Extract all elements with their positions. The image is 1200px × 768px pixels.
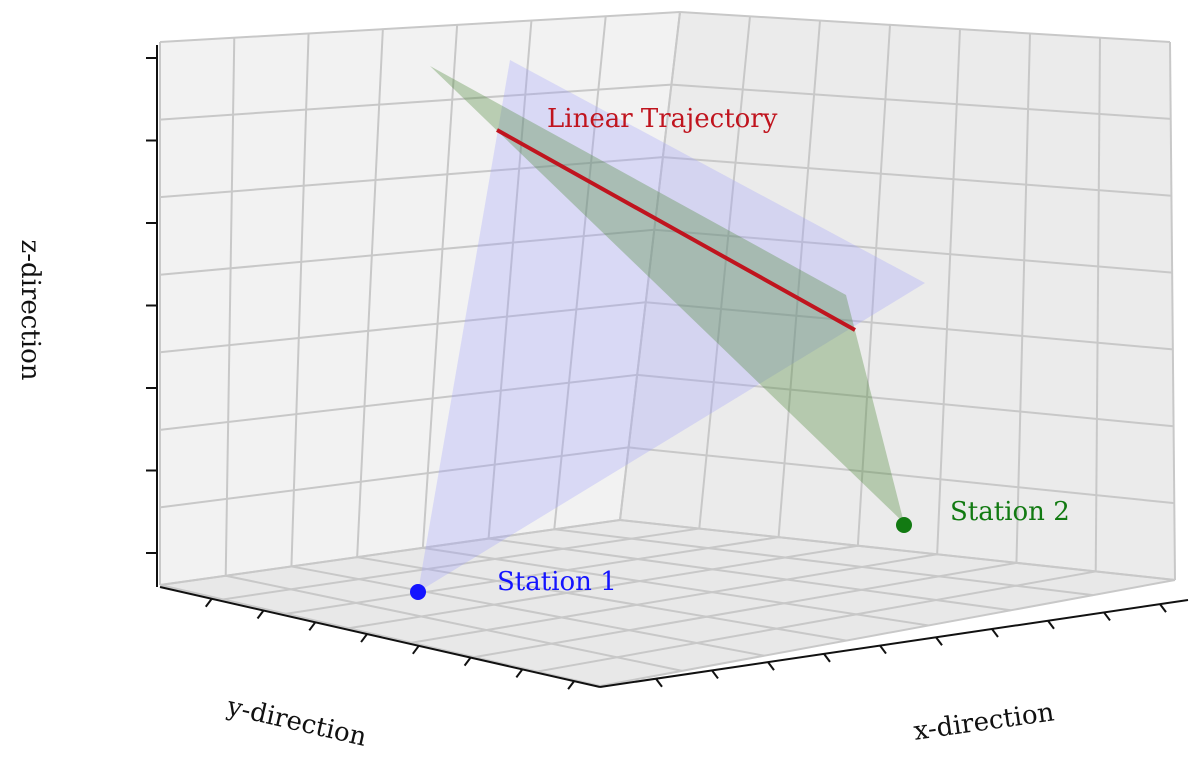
plane-station-2 [430, 66, 904, 523]
x-axis-label: x-direction [912, 697, 1057, 746]
grid-line [619, 519, 1176, 581]
grid-line [488, 537, 1011, 612]
grid-line [159, 228, 655, 276]
y-tick [515, 668, 524, 678]
grid-lines [159, 11, 1176, 687]
grid-line [599, 579, 1176, 687]
grid-line [856, 24, 891, 546]
grid-line [553, 16, 607, 530]
grid-line [291, 565, 765, 657]
grid-line [356, 29, 384, 558]
x-tick [711, 669, 719, 680]
y-axis-label: y-direction [223, 691, 369, 752]
y-tick [360, 633, 368, 643]
z-axis-label: z-direction [15, 240, 45, 381]
grid-line [637, 373, 1174, 428]
grid-line [536, 570, 1096, 673]
plane-station-1 [418, 60, 925, 592]
y-tick [256, 609, 265, 620]
grid-line [628, 446, 1175, 505]
grid-line [411, 553, 938, 644]
grid-line [662, 156, 1172, 197]
grid-line [159, 519, 621, 586]
grid-line [356, 556, 847, 642]
linear-trajectory-line [496, 128, 856, 332]
back-right-pane [620, 12, 1175, 580]
grid-line [777, 20, 821, 538]
grid-line [159, 373, 638, 431]
x-tick [879, 644, 887, 655]
grid-line [159, 301, 646, 354]
grid-line [619, 11, 681, 521]
grid-line [1094, 37, 1101, 572]
station-1-marker [410, 584, 426, 600]
floor-pane [160, 520, 1175, 686]
station-2-marker [896, 517, 912, 533]
back-left-pane [160, 12, 680, 585]
grid-line [698, 16, 751, 529]
x-tick [767, 661, 775, 671]
y-axis-line [159, 586, 601, 688]
grid-line [474, 561, 1017, 659]
grid-line [159, 83, 672, 121]
x-tick [935, 636, 943, 646]
y-tick [463, 656, 472, 667]
grid-line [679, 11, 1171, 43]
grid-line [554, 528, 1093, 597]
grid-line [159, 11, 681, 43]
grid-line [487, 20, 533, 539]
trajectory-label: Linear Trajectory [547, 104, 778, 134]
x-tick [655, 678, 663, 688]
x-tick [1103, 611, 1111, 622]
y-tick [567, 680, 575, 690]
grid-line [159, 446, 629, 509]
grid-line [159, 584, 601, 687]
grid-line [225, 574, 683, 672]
grid-line [159, 156, 663, 199]
grid-line [224, 37, 236, 576]
x-tick [1047, 620, 1055, 630]
x-axis-line [599, 599, 1189, 688]
station-2-label: Station 2 [950, 497, 1070, 527]
grid-line [290, 33, 310, 567]
grid-line [936, 29, 961, 555]
grid-line [422, 546, 929, 627]
grid-line [421, 24, 459, 548]
x-tick [823, 653, 831, 663]
grid-line [1015, 33, 1031, 563]
grid-line [222, 527, 700, 601]
grid-line [348, 544, 859, 630]
y-tick [412, 645, 420, 655]
grid-line [285, 536, 779, 615]
axis-lines [156, 45, 1189, 688]
grid-line [645, 301, 1173, 351]
x-tick [1159, 603, 1167, 613]
station-1-label: Station 1 [497, 567, 617, 597]
y-tick [204, 598, 213, 608]
grid-line [654, 228, 1173, 274]
x-tick [991, 628, 999, 638]
y-tick [308, 621, 317, 631]
grid-line [671, 83, 1171, 120]
grid-line [1169, 41, 1176, 581]
axis-ticks [146, 57, 1167, 690]
